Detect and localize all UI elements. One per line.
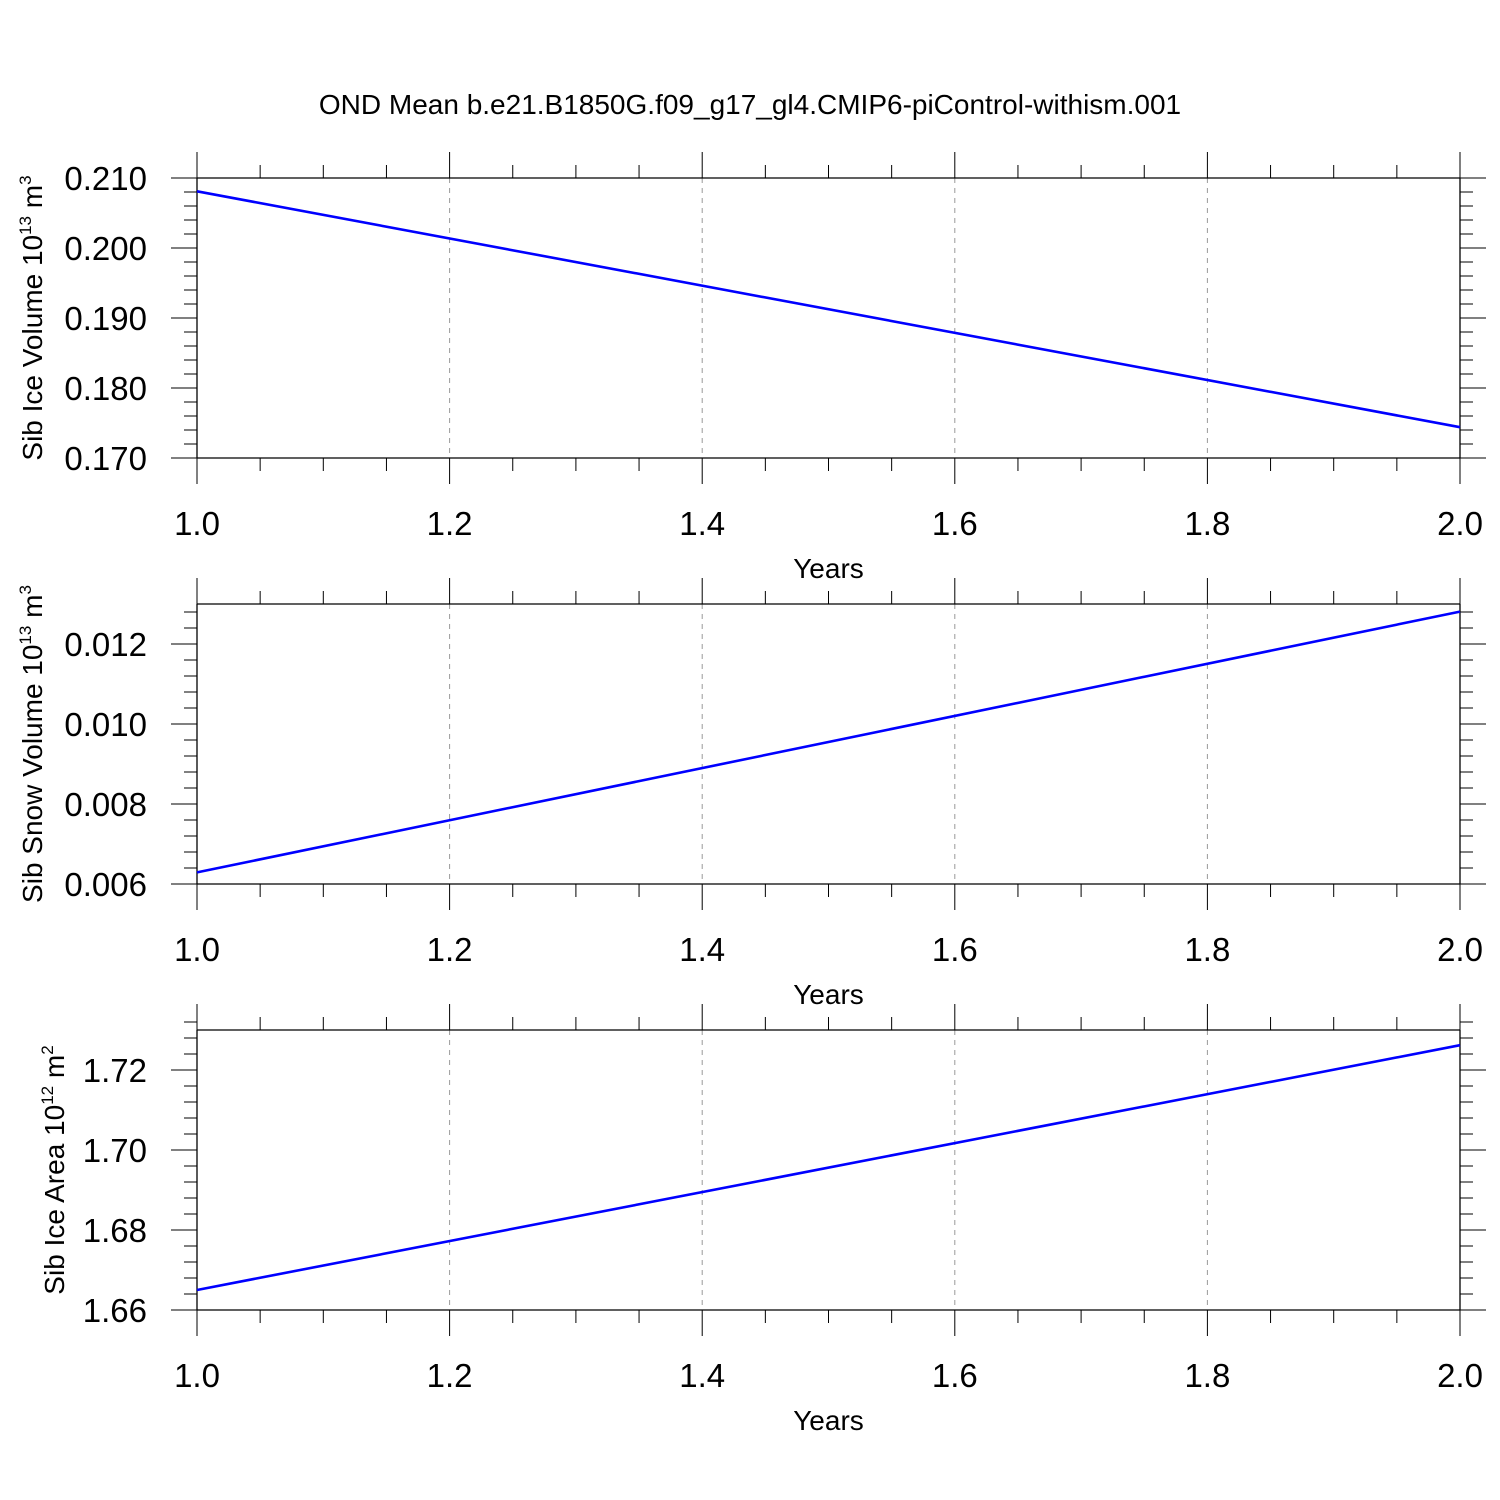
x-tick-label: 2.0 xyxy=(1437,1357,1483,1394)
chart-panel-3: 1.0 1.2 1.4 1.6 1.8 2.0 Years 1.66 1.68 1.70 1.72 S… xyxy=(38,1004,1486,1436)
x-tick-label: 1.8 xyxy=(1184,1357,1230,1394)
x-axis-label: Years xyxy=(793,553,864,584)
x-tick-label: 1.4 xyxy=(679,1357,725,1394)
figure-title: OND Mean b.e21.B1850G.f09_g17_gl4.CMIP6-… xyxy=(319,89,1181,120)
x-axis-label: Years xyxy=(793,979,864,1010)
x-tick-label: 1.6 xyxy=(932,1357,978,1394)
chart-panel-2: 1.0 1.2 1.4 1.6 1.8 2.0 Years 0.006 0.008 0.010 0.… xyxy=(16,578,1486,1010)
series-line xyxy=(196,610,1461,874)
y-tick-label: 0.170 xyxy=(64,440,147,477)
chart-panels: 1.0 1.2 1.4 1.6 1.8 2.0 Years 0.170 0.180 0.190 0.… xyxy=(16,152,1486,1436)
y-axis-label: Sib Ice Area 1012 m2 xyxy=(38,1045,70,1294)
x-tick-label: 1.0 xyxy=(174,1357,220,1394)
y-tick-label: 0.210 xyxy=(64,160,147,197)
y-tick-label: 0.200 xyxy=(64,230,147,267)
x-tick-label: 1.0 xyxy=(174,505,220,542)
x-tick-label: 1.4 xyxy=(679,505,725,542)
y-tick-label: 0.008 xyxy=(64,786,147,823)
y-tick-label: 0.006 xyxy=(64,866,147,903)
x-tick-label: 1.6 xyxy=(932,505,978,542)
x-tick-label: 1.8 xyxy=(1184,505,1230,542)
x-axis-label: Years xyxy=(793,1405,864,1436)
y-tick-label: 0.180 xyxy=(64,370,147,407)
series-line xyxy=(196,1043,1461,1292)
y-axis-label: Sib Snow Volume 1013 m3 xyxy=(16,585,48,903)
y-tick-label: 1.68 xyxy=(83,1212,147,1249)
x-tick-label: 1.2 xyxy=(427,931,473,968)
x-tick-label: 1.0 xyxy=(174,931,220,968)
y-tick-label: 1.72 xyxy=(83,1052,147,1089)
series-line xyxy=(196,190,1461,429)
y-tick-label: 0.012 xyxy=(64,626,147,663)
x-tick-label: 2.0 xyxy=(1437,931,1483,968)
x-tick-label: 1.8 xyxy=(1184,931,1230,968)
x-tick-label: 1.4 xyxy=(679,931,725,968)
x-tick-label: 1.2 xyxy=(427,505,473,542)
x-tick-label: 1.6 xyxy=(932,931,978,968)
x-tick-label: 2.0 xyxy=(1437,505,1483,542)
y-tick-label: 1.70 xyxy=(83,1132,147,1169)
x-tick-label: 1.2 xyxy=(427,1357,473,1394)
y-tick-label: 1.66 xyxy=(83,1292,147,1329)
y-axis-label: Sib Ice Volume 1013 m3 xyxy=(16,175,48,460)
chart-panel-1: 1.0 1.2 1.4 1.6 1.8 2.0 Years 0.170 0.180 0.190 0.… xyxy=(16,152,1486,584)
y-tick-label: 0.010 xyxy=(64,706,147,743)
y-tick-label: 0.190 xyxy=(64,300,147,337)
